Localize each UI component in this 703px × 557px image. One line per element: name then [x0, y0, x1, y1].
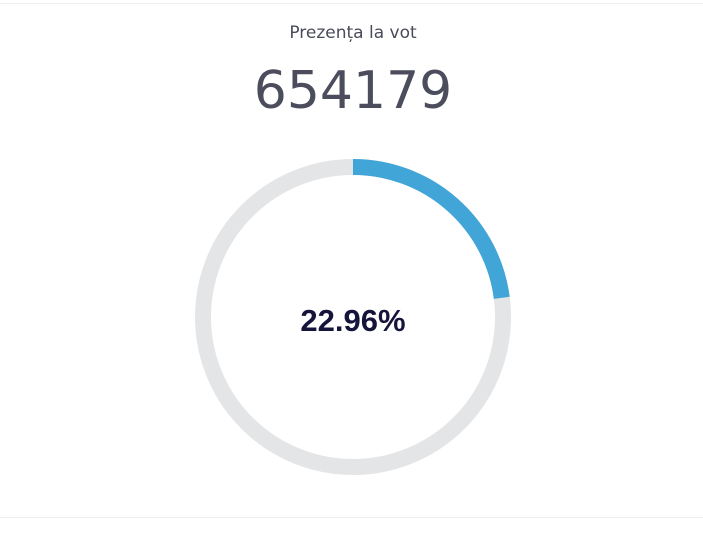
- percent-label: 22.96%: [300, 303, 405, 338]
- total-count: 654179: [254, 61, 453, 121]
- progress-arc: [352, 159, 510, 299]
- title: Prezența la vot: [289, 23, 417, 43]
